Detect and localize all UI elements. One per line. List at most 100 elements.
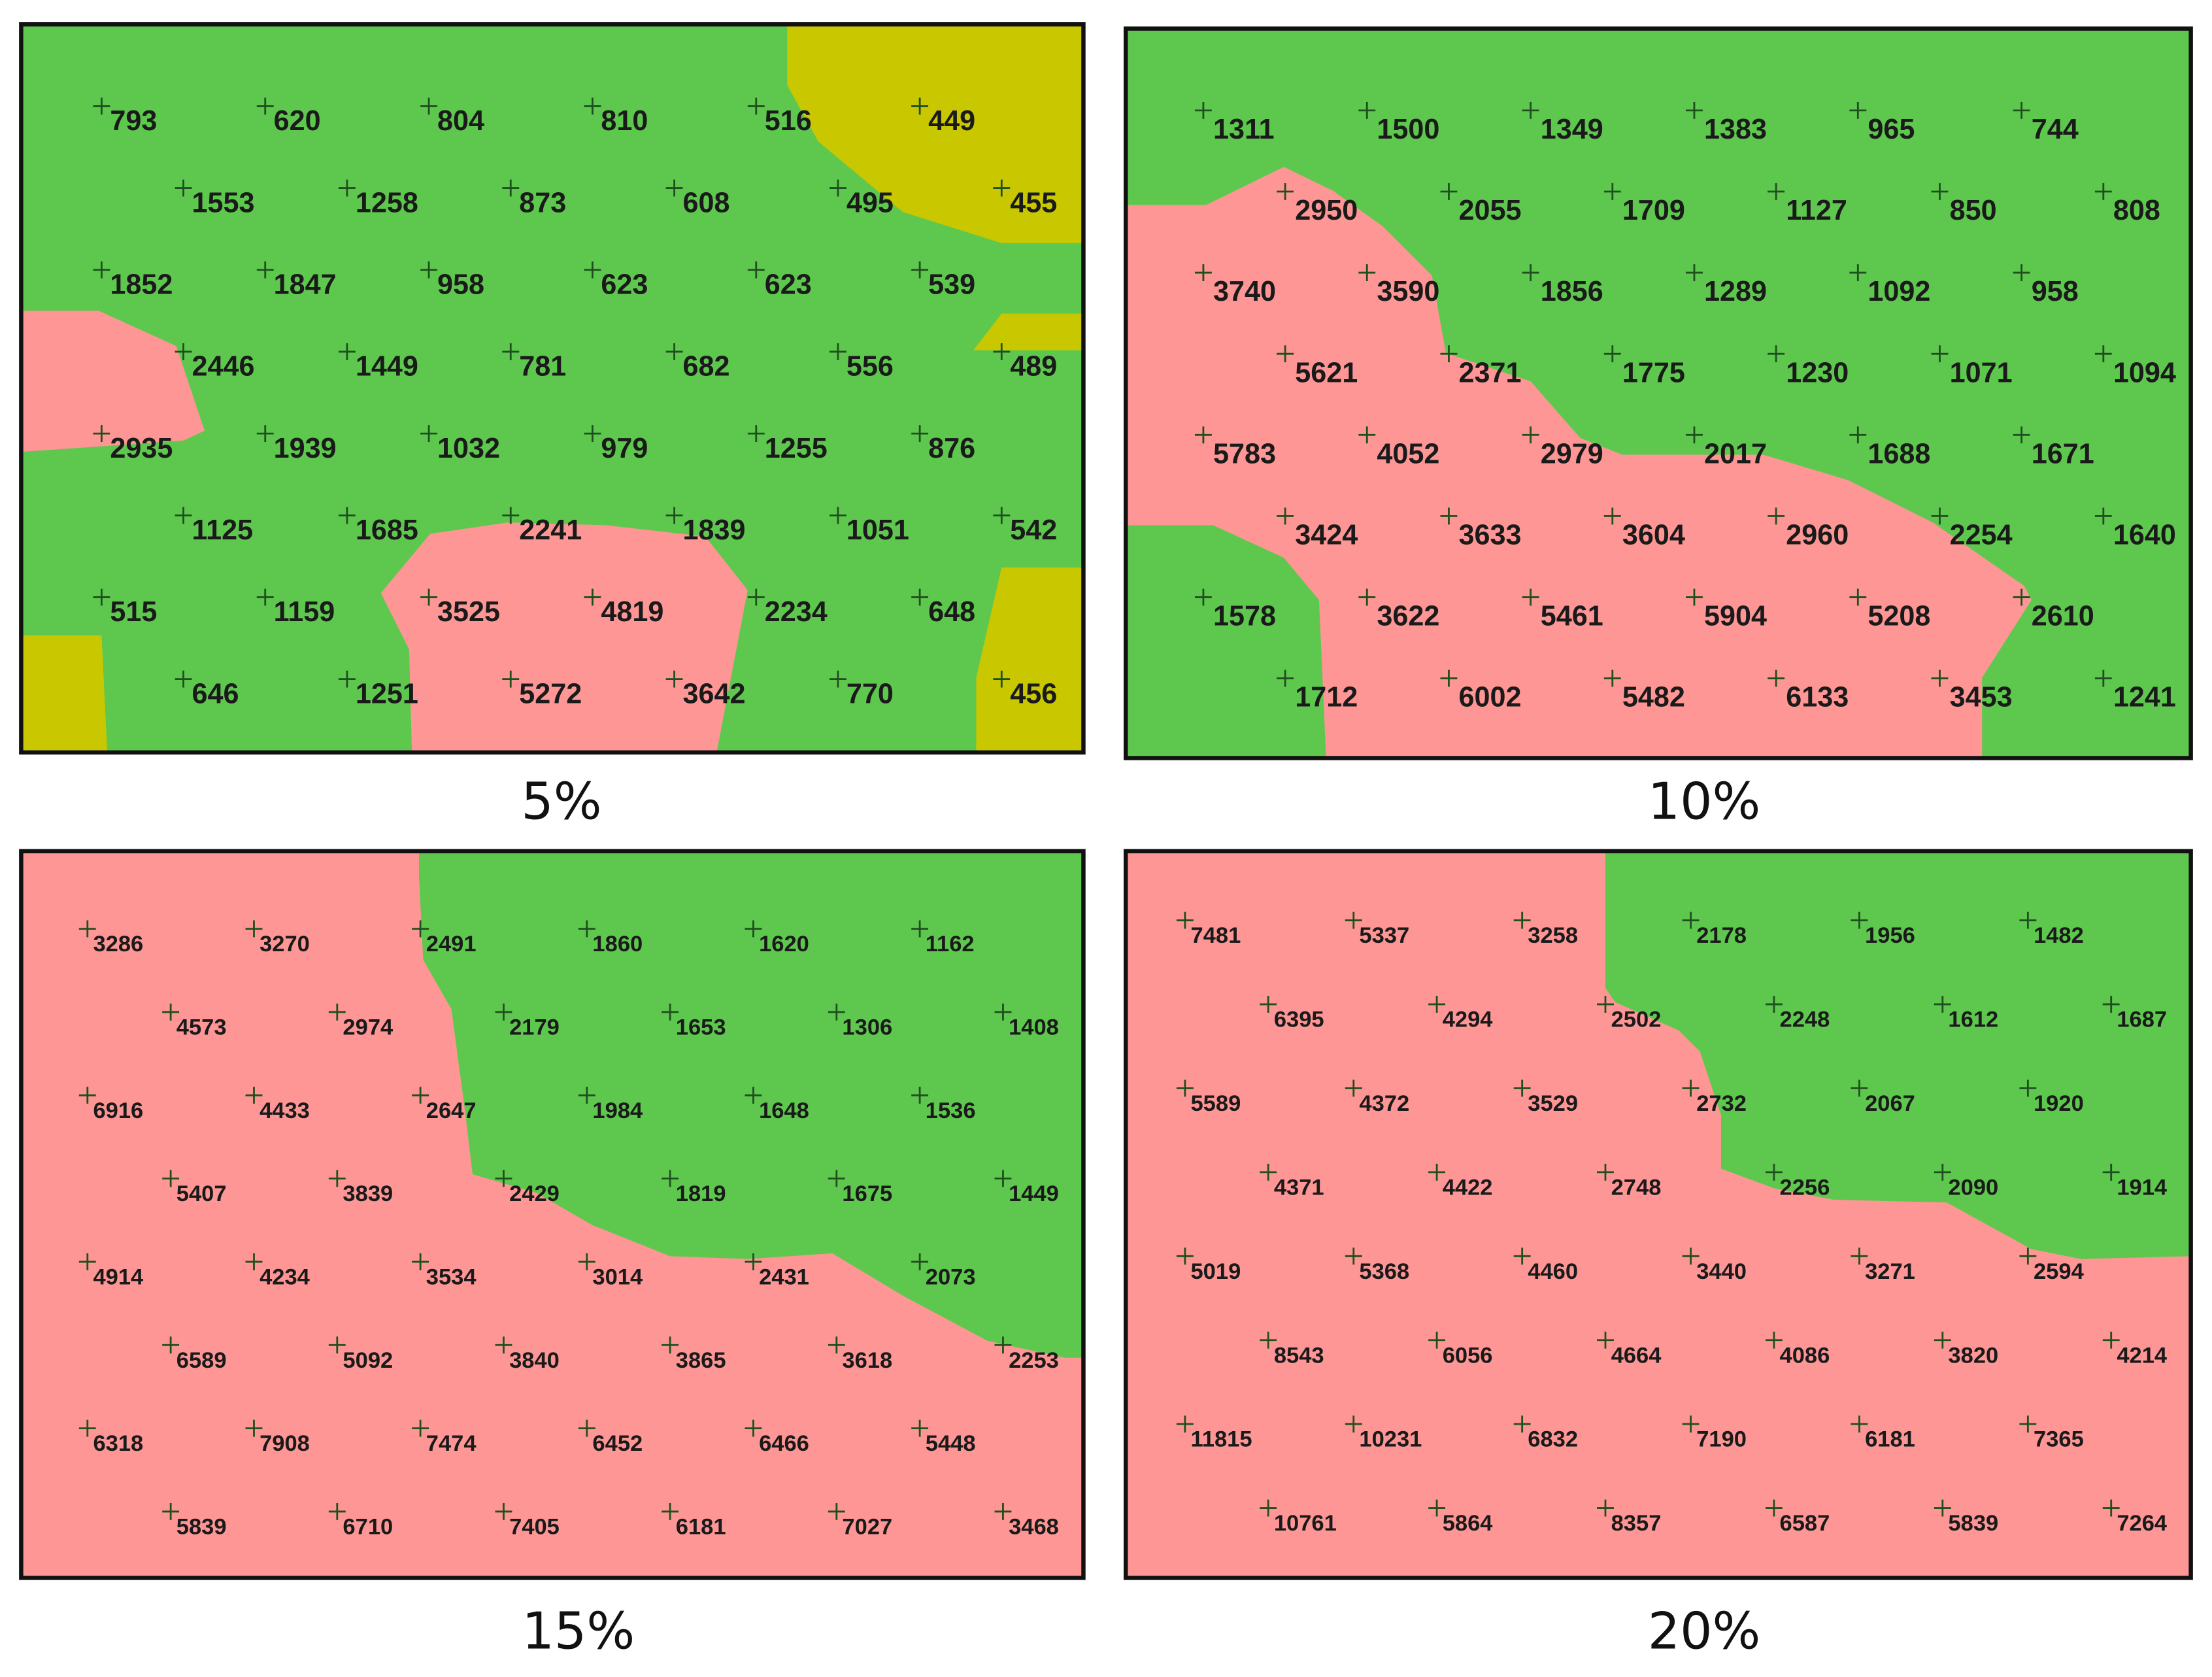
- point-value: 6589: [176, 1348, 227, 1373]
- point-value: 1383: [1704, 114, 1767, 145]
- point-value: 876: [928, 433, 975, 464]
- point-value: 4086: [1780, 1343, 1830, 1368]
- point-value: 3529: [1528, 1091, 1578, 1116]
- point-value: 6181: [676, 1514, 726, 1539]
- point-value: 6710: [343, 1514, 393, 1539]
- point-value: 4664: [1611, 1343, 1662, 1368]
- point-value: 5482: [1622, 682, 1685, 713]
- point-value: 2594: [2034, 1259, 2085, 1284]
- point-value: 5368: [1359, 1259, 1409, 1284]
- point-value: 4573: [176, 1015, 227, 1040]
- point-value: 1685: [356, 515, 418, 546]
- point-value: 1653: [676, 1015, 726, 1040]
- point-value: 3604: [1622, 520, 1685, 551]
- point-value: 7405: [509, 1514, 560, 1539]
- point-value: 5864: [1443, 1511, 1494, 1536]
- point-value: 5019: [1190, 1259, 1241, 1284]
- point-value: 5461: [1541, 601, 1603, 632]
- point-value: 1712: [1295, 682, 1358, 713]
- point-value: 3618: [842, 1348, 892, 1373]
- point-value: 7474: [426, 1431, 477, 1456]
- point-value: 5783: [1213, 438, 1276, 469]
- point-value: 965: [1868, 114, 1915, 145]
- panel-map: 5%: [19, 22, 1086, 831]
- point-value: 8543: [1274, 1343, 1324, 1368]
- point-value: 958: [2032, 276, 2079, 307]
- zone-yellow: [973, 313, 1084, 350]
- point-value: 1839: [683, 515, 746, 546]
- panel-frame: [1123, 849, 2193, 1580]
- point-value: 1648: [759, 1098, 809, 1123]
- point-value: 2253: [1009, 1348, 1059, 1373]
- point-value: 1553: [192, 187, 255, 218]
- point-value: 1819: [676, 1181, 726, 1206]
- zone-pink: [380, 522, 748, 753]
- caption: 10%: [1648, 772, 1761, 831]
- point-value: 6395: [1274, 1008, 1324, 1032]
- point-value: 1709: [1622, 195, 1685, 226]
- point-value: 2429: [509, 1181, 560, 1206]
- zone-pink: [21, 311, 205, 452]
- point-value: 2067: [1865, 1091, 1915, 1116]
- point-value: 6916: [93, 1098, 143, 1123]
- point-value: 10231: [1359, 1427, 1422, 1452]
- point-value: 3839: [343, 1181, 393, 1206]
- point-value: 7190: [1696, 1427, 1747, 1452]
- point-value: 2179: [509, 1015, 560, 1040]
- point-value: 516: [765, 105, 812, 137]
- point-value: 2017: [1704, 438, 1767, 469]
- point-value: 608: [683, 187, 730, 218]
- point-value: 7027: [842, 1514, 892, 1539]
- point-value: 11815: [1190, 1427, 1252, 1452]
- point-value: 5337: [1359, 923, 1409, 948]
- point-value: 4052: [1377, 438, 1439, 469]
- caption: 5%: [521, 772, 601, 831]
- point-value: 3622: [1377, 601, 1439, 632]
- point-value: 10761: [1274, 1511, 1337, 1536]
- point-value: 5208: [1868, 601, 1930, 632]
- point-value: 770: [846, 678, 894, 709]
- point-value: 2241: [519, 515, 582, 546]
- point-value: 1847: [274, 269, 337, 300]
- point-value: 2502: [1611, 1008, 1662, 1032]
- point-value: 2256: [1780, 1175, 1830, 1200]
- point-value: 3525: [437, 596, 500, 628]
- point-value: 2732: [1696, 1091, 1747, 1116]
- point-value: 2446: [192, 351, 255, 382]
- point-value: 2248: [1780, 1008, 1830, 1032]
- point-value: 2647: [426, 1098, 477, 1123]
- point-value: 1289: [1704, 276, 1767, 307]
- point-value: 3270: [260, 932, 310, 957]
- point-value: 2254: [1950, 520, 2013, 551]
- point-value: 5407: [176, 1181, 227, 1206]
- point-value: 5092: [343, 1348, 393, 1373]
- point-value: 1860: [592, 932, 643, 957]
- caption: 20%: [1648, 1602, 1761, 1661]
- point-value: 3740: [1213, 276, 1276, 307]
- point-value: 4294: [1443, 1008, 1494, 1032]
- point-value: 4460: [1528, 1259, 1578, 1284]
- point-value: 1852: [110, 269, 173, 300]
- point-value: 6452: [592, 1431, 643, 1456]
- point-value: 3424: [1295, 520, 1358, 551]
- point-value: 5839: [1948, 1511, 1998, 1536]
- point-value: 1241: [2113, 682, 2176, 713]
- point-value: 4422: [1443, 1175, 1493, 1200]
- point-value: 455: [1010, 187, 1057, 218]
- point-value: 5448: [926, 1431, 976, 1456]
- point-value: 958: [437, 269, 484, 300]
- point-value: 2178: [1696, 923, 1747, 948]
- point-value: 6133: [1786, 682, 1849, 713]
- panel-frame: [1123, 26, 2193, 760]
- point-value: 620: [274, 105, 321, 137]
- point-value: 7481: [1190, 923, 1241, 948]
- point-value: 850: [1950, 195, 1997, 226]
- point-value: 2979: [1541, 438, 1603, 469]
- point-value: 1408: [1009, 1015, 1059, 1040]
- point-value: 556: [846, 351, 894, 382]
- point-value: 1449: [356, 351, 418, 382]
- point-value: 5272: [519, 678, 582, 709]
- point-value: 4214: [2117, 1343, 2168, 1368]
- point-value: 2431: [759, 1264, 809, 1289]
